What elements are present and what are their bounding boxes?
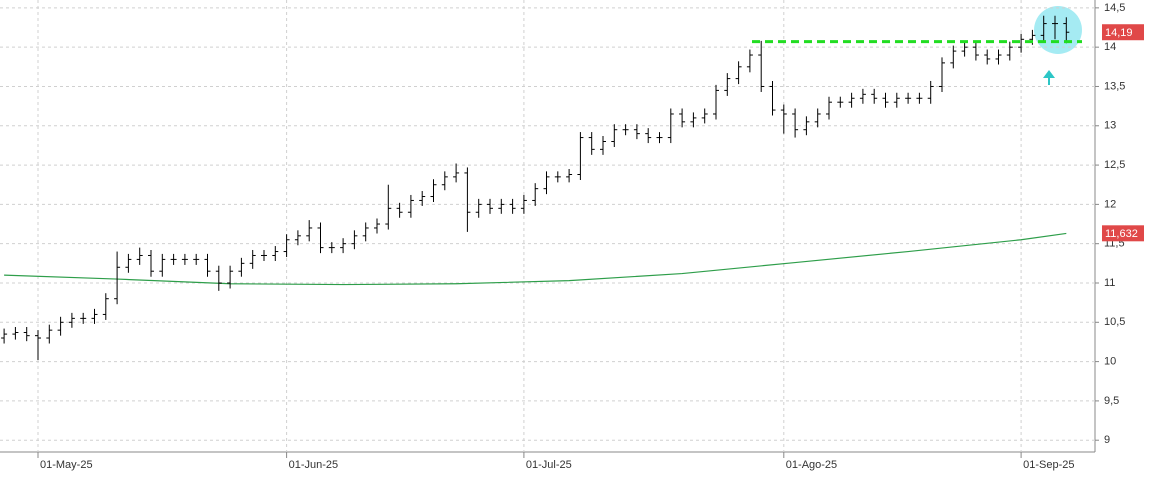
y-tick-label: 12 <box>1104 198 1116 210</box>
x-tick-label: 01-May-25 <box>40 459 93 471</box>
x-tick-label: 01-Ago-25 <box>786 459 837 471</box>
moving-average-line <box>4 232 1067 286</box>
y-tick-label: 12,5 <box>1104 159 1125 171</box>
x-tick-label: 01-Sep-25 <box>1023 459 1074 471</box>
y-tick-label: 9 <box>1104 434 1110 446</box>
y-tick-label: 9,5 <box>1104 395 1119 407</box>
y-tick-label: 14,5 <box>1104 2 1125 14</box>
up-arrow <box>1043 70 1055 85</box>
y-tick-label: 10 <box>1104 356 1116 368</box>
y-tick-label: 14 <box>1104 41 1116 53</box>
price-marker-label: 14,19 <box>1105 27 1133 39</box>
y-tick-label: 10,5 <box>1104 316 1125 328</box>
price-marker-box <box>1102 225 1144 242</box>
price-marker-label: 11,632 <box>1105 228 1138 240</box>
y-tick-label: 13 <box>1104 120 1116 132</box>
x-tick-label: 01-Jun-25 <box>289 459 339 471</box>
price-marker-box <box>1102 24 1144 41</box>
x-tick-label: 01-Jul-25 <box>526 459 572 471</box>
y-tick-label: 13,5 <box>1104 80 1125 92</box>
y-tick-label: 11 <box>1104 277 1115 289</box>
